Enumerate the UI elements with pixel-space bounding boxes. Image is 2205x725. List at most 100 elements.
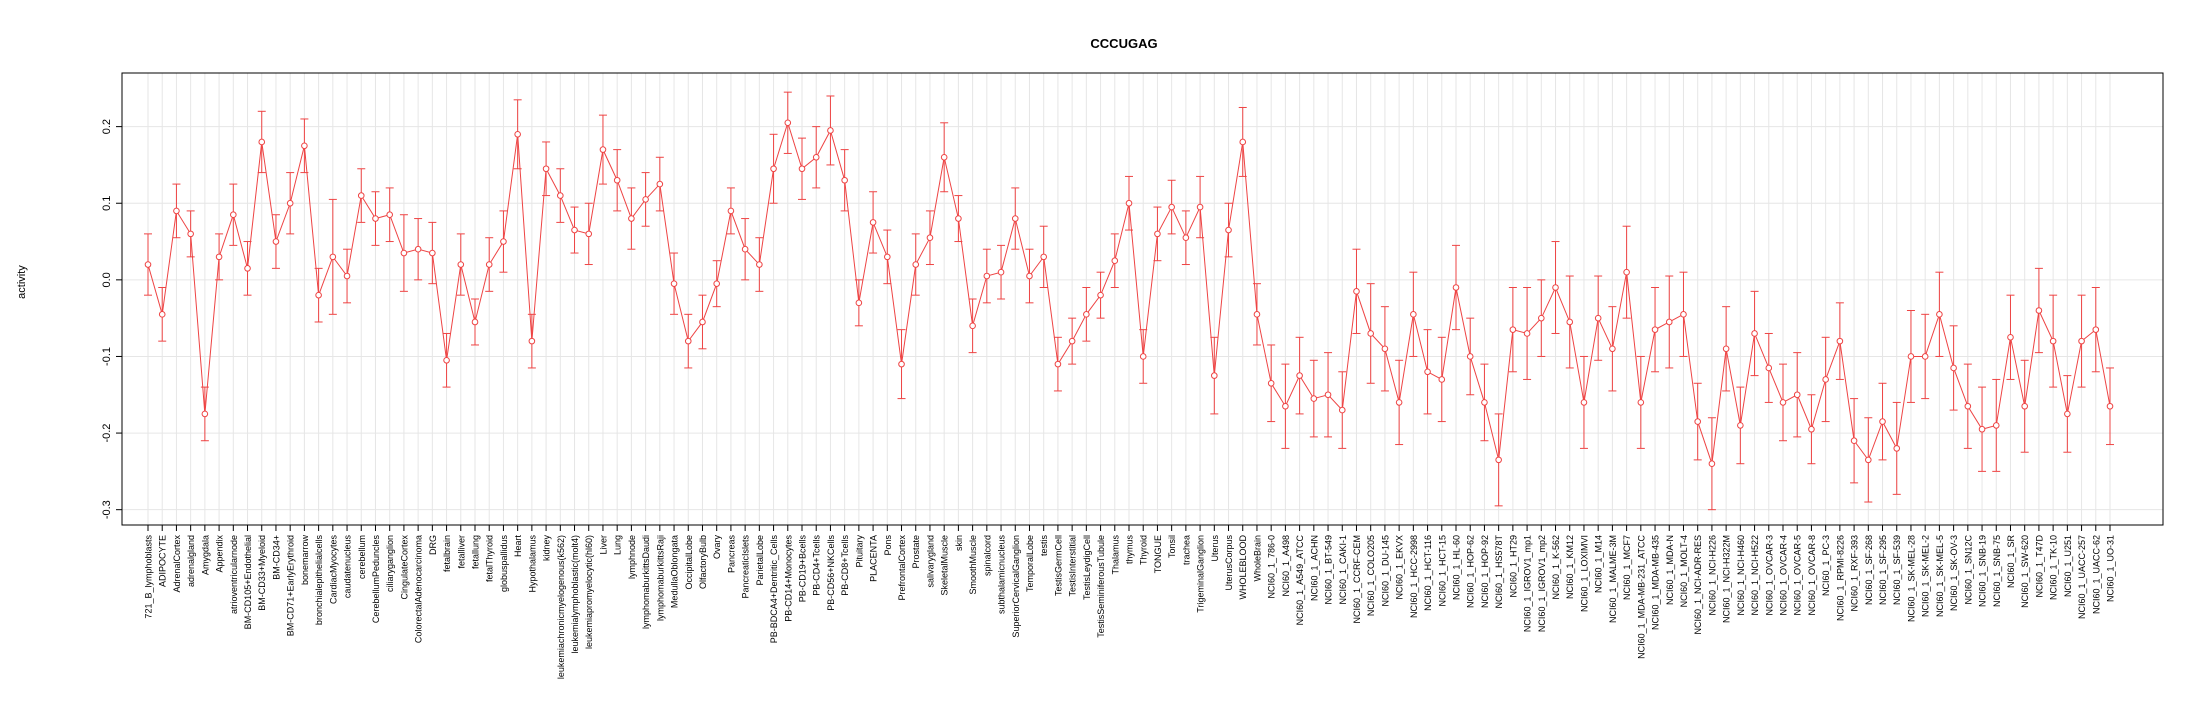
x-tick-label: fetallung xyxy=(471,535,481,569)
data-marker xyxy=(315,291,322,299)
data-marker xyxy=(372,215,379,222)
x-tick-label: WholeBrain xyxy=(1252,535,1262,582)
data-point xyxy=(1423,329,1432,415)
data-point xyxy=(1693,382,1702,461)
data-point xyxy=(1963,363,1972,449)
data-marker xyxy=(1637,399,1645,406)
data-point xyxy=(399,214,408,292)
data-marker xyxy=(1125,199,1133,207)
data-point xyxy=(1508,287,1517,373)
data-marker xyxy=(201,410,209,418)
x-tick-label: Liver xyxy=(598,535,608,555)
data-marker xyxy=(144,261,152,268)
x-tick-label: Prostate xyxy=(911,535,921,569)
data-point xyxy=(1921,313,1930,400)
data-marker xyxy=(1580,399,1588,406)
x-tick-label: PB-CD56+NKCells xyxy=(826,535,836,611)
data-marker xyxy=(656,180,664,188)
x-tick-label: NCI60_1_NCI-H522 xyxy=(1750,535,1760,616)
plot-frame xyxy=(121,72,2164,526)
x-tick-label: BM-CD71+EarlyErythroid xyxy=(286,535,296,636)
data-point xyxy=(300,118,309,174)
data-marker xyxy=(571,226,578,234)
data-point xyxy=(442,332,451,388)
data-point xyxy=(1750,290,1759,377)
x-tick-label: TONGUE xyxy=(1153,535,1163,573)
x-tick-label: NCI60_1_HS578T xyxy=(1494,535,1504,609)
data-point xyxy=(1068,317,1077,365)
x-tick-label: SkeletalMuscle xyxy=(940,535,950,596)
data-marker xyxy=(514,130,521,138)
data-marker xyxy=(244,265,251,272)
data-marker xyxy=(1651,326,1659,333)
data-point xyxy=(1324,352,1333,438)
x-tick-label: Amygdala xyxy=(200,535,210,575)
data-point xyxy=(670,252,679,315)
data-marker xyxy=(1978,425,1986,433)
x-tick-label: Pancreas xyxy=(726,535,736,574)
data-marker xyxy=(869,219,877,226)
data-point xyxy=(1125,175,1133,231)
data-point xyxy=(1793,352,1802,438)
data-point xyxy=(215,233,224,281)
x-tick-label: NCI60_1_SR xyxy=(2006,535,2016,589)
x-tick-label: Uterus xyxy=(1210,535,1220,562)
data-marker xyxy=(699,318,706,326)
data-marker xyxy=(770,165,777,173)
data-marker xyxy=(1765,364,1773,372)
data-marker xyxy=(926,234,934,242)
data-point xyxy=(1679,271,1688,357)
x-tick-label: lymphnode xyxy=(627,535,637,579)
x-tick-label: AdrenalCortex xyxy=(172,535,182,593)
data-marker xyxy=(1452,284,1460,291)
x-tick-label: TestisLeydigCell xyxy=(1082,535,1092,600)
data-marker xyxy=(2021,402,2028,410)
data-point xyxy=(1338,371,1347,449)
data-point xyxy=(186,210,195,258)
x-tick-label: atrioventricularnode xyxy=(229,535,239,614)
data-point xyxy=(798,137,806,200)
data-marker xyxy=(1367,330,1374,337)
data-marker xyxy=(528,337,536,345)
x-tick-label: Thalamus xyxy=(1110,535,1120,575)
data-point xyxy=(2006,294,2015,380)
data-marker xyxy=(884,253,891,261)
x-tick-label: NCI60_1_NCI-ADR-RES xyxy=(1693,535,1703,635)
x-tick-label: PB-CD14+Monocytes xyxy=(783,535,793,622)
x-tick-label: NCI60_1_UACC-257 xyxy=(2077,535,2087,619)
data-marker xyxy=(457,261,465,268)
x-tick-label: TrigeminalGanglion xyxy=(1196,535,1206,613)
data-point xyxy=(982,248,991,304)
data-marker xyxy=(1865,456,1872,464)
x-tick-label: lymphomaburkittsDaudi xyxy=(641,535,651,629)
x-tick-label: NCI60_1_SNB-75 xyxy=(1992,535,2002,607)
data-marker xyxy=(542,165,550,173)
data-point xyxy=(1480,363,1489,442)
data-marker xyxy=(1950,364,1957,372)
data-marker xyxy=(1026,272,1033,280)
data-marker xyxy=(357,192,365,199)
data-marker xyxy=(1566,318,1574,326)
data-point xyxy=(627,187,636,250)
data-marker xyxy=(1211,372,1218,379)
x-tick-label: NCI60_1_T47D xyxy=(2034,535,2044,598)
data-marker xyxy=(1808,425,1815,433)
data-marker xyxy=(2007,334,2014,341)
x-tick-label: Tonsil xyxy=(1167,535,1177,558)
data-marker xyxy=(1751,330,1758,337)
x-tick-label: globuspallidus xyxy=(499,535,509,593)
data-marker xyxy=(1338,406,1346,414)
x-tick-label: ADIPOCYTE xyxy=(158,535,168,587)
y-tick-label: 0.0 xyxy=(101,272,113,287)
data-point xyxy=(485,237,494,292)
data-point xyxy=(158,287,167,342)
y-axis: -0.3 -0.2 -0.1 0.0 0.1 0.2 xyxy=(101,119,122,519)
data-point xyxy=(2063,375,2072,453)
data-marker xyxy=(272,238,280,245)
data-marker xyxy=(1680,311,1687,318)
x-tick-label: NCI60_1_ACHN xyxy=(1309,535,1319,601)
data-point xyxy=(812,126,821,189)
x-tick-label: NCI60_1_RXF-393 xyxy=(1850,535,1860,612)
x-tick-label: NCI60_1_U251 xyxy=(2063,535,2073,597)
x-tick-label: leukemiachronicmyelogenous(k562) xyxy=(556,535,566,679)
